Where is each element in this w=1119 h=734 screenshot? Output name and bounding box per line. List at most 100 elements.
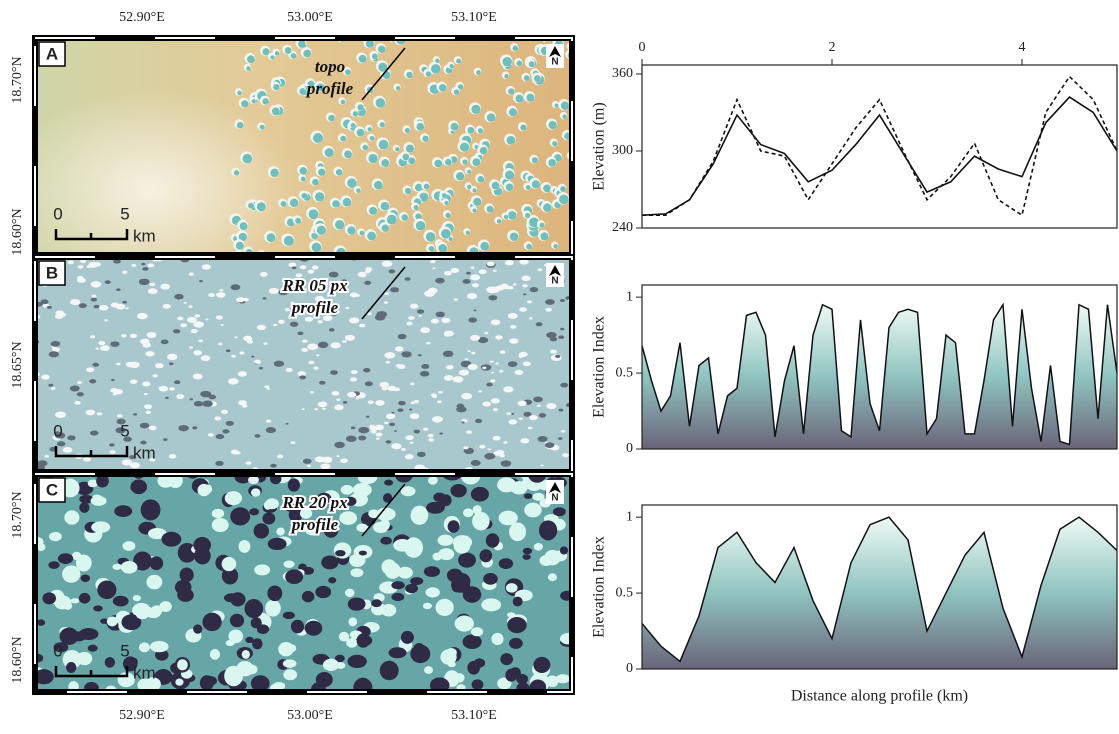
speckle: [208, 394, 217, 400]
dune-dot: [404, 127, 411, 134]
dune-dot: [479, 146, 488, 155]
speckle: [470, 274, 481, 281]
blob: [230, 592, 246, 607]
speckle: [390, 287, 400, 293]
blob: [321, 555, 339, 570]
dune-dot: [486, 113, 496, 122]
speckle: [168, 454, 177, 459]
blob: [100, 618, 110, 624]
speckle: [122, 270, 128, 274]
blob: [97, 580, 117, 600]
dune-dot: [529, 217, 540, 228]
blob: [432, 552, 442, 561]
speckle: [162, 303, 171, 309]
speckle: [295, 273, 303, 278]
speckle: [139, 422, 150, 429]
speckle: [555, 354, 561, 358]
speckle: [317, 277, 322, 280]
blob: [267, 537, 287, 551]
speckle: [375, 432, 383, 437]
speckle: [489, 360, 494, 363]
blob: [130, 479, 147, 495]
speckle: [385, 413, 396, 420]
blob: [244, 599, 264, 619]
speckle: [478, 338, 484, 342]
speckle: [330, 342, 341, 349]
speckle: [98, 341, 106, 346]
dune-dot: [560, 186, 566, 192]
speckle: [540, 464, 544, 467]
speckle: [506, 412, 512, 416]
speckle: [401, 351, 412, 358]
speckle: [216, 292, 226, 298]
speckle: [309, 391, 314, 394]
speckle: [308, 360, 315, 365]
area-fill: [642, 304, 1117, 449]
speckle: [122, 300, 128, 304]
speckle: [486, 382, 493, 387]
y-tick-label: 0.5: [616, 365, 634, 380]
speckle: [285, 422, 289, 425]
dune-dot: [459, 142, 470, 152]
speckle: [514, 369, 524, 376]
speckle: [416, 309, 425, 314]
dune-dot: [507, 211, 517, 220]
dune-dot: [450, 122, 459, 131]
speckle: [487, 448, 492, 451]
dune-dot: [402, 153, 410, 161]
area-line: [641, 302, 1118, 446]
speckle: [140, 440, 147, 445]
blob: [462, 508, 474, 518]
speckle: [116, 288, 121, 292]
blob: [498, 510, 518, 526]
blob: [435, 598, 454, 617]
blob: [252, 638, 263, 650]
blob: [498, 558, 514, 569]
dune-dot: [312, 178, 319, 186]
dune-dot: [270, 55, 275, 60]
blob: [287, 478, 300, 492]
speckle: [491, 371, 495, 374]
blob: [353, 677, 373, 692]
dune-dot: [374, 180, 383, 190]
scale-line: [54, 446, 129, 458]
speckle: [409, 441, 414, 444]
speckle: [482, 401, 491, 407]
speckle: [387, 385, 397, 392]
speckle: [560, 327, 565, 331]
dune-dot: [273, 84, 280, 91]
speckle: [234, 336, 238, 339]
dune-dot: [340, 135, 347, 142]
blob: [70, 598, 80, 604]
speckle: [430, 318, 440, 324]
speckle: [408, 408, 413, 411]
dune-dot: [280, 201, 287, 207]
dune-dot: [502, 56, 512, 67]
speckle: [302, 339, 308, 343]
speckle: [215, 460, 224, 466]
dune-dot: [445, 158, 452, 166]
speckle: [168, 362, 174, 366]
speckle: [245, 461, 252, 465]
dune-dot: [241, 100, 249, 108]
speckle: [388, 269, 396, 274]
speckle: [445, 364, 454, 370]
dune-dot: [266, 233, 276, 243]
speckle: [306, 464, 312, 467]
blob: [344, 496, 357, 506]
dune-dot: [508, 108, 518, 117]
speckle: [236, 297, 245, 303]
blob: [438, 548, 455, 561]
speckle: [129, 333, 137, 338]
speckle: [215, 315, 223, 320]
blob: [62, 565, 81, 583]
speckle: [163, 438, 168, 441]
speckle: [192, 426, 198, 430]
speckle: [409, 303, 419, 309]
dune-dot: [444, 200, 449, 206]
panel-label: A: [46, 44, 58, 63]
speckle: [322, 407, 326, 410]
speckle: [328, 271, 339, 278]
speckle: [48, 351, 59, 358]
blob: [78, 628, 99, 641]
